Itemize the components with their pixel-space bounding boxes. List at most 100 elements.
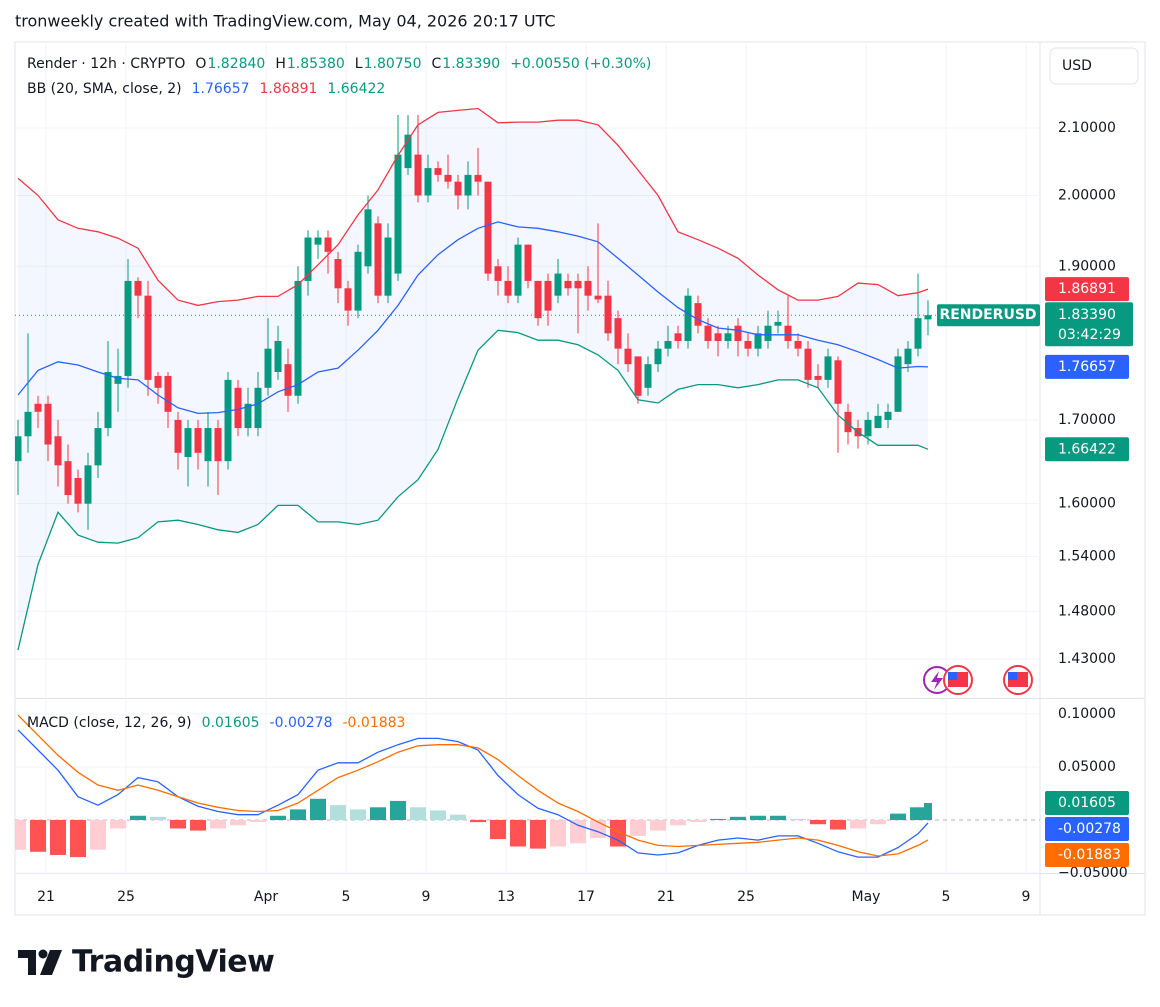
candle-body [444,174,452,182]
macd-label: -0.01883 [1058,847,1121,863]
y-tick-label: 1.70000 [1058,412,1116,428]
legend-value: 0.01605 [202,715,260,731]
histogram-bar [450,814,466,820]
histogram-bar [210,819,226,829]
bb-line [17,107,929,307]
candle-body [824,356,832,380]
histogram-bar [170,819,186,829]
legend-change: +0.00550 (+0.30%) [510,56,651,72]
grid [15,42,1040,874]
candle-body [514,244,522,296]
symbol-tag-box [937,304,1040,327]
candle-body [644,364,652,388]
legend-value: 1.76657 [192,81,250,97]
histogram-bar [750,815,766,820]
legend-value: 1.85380 [287,56,345,72]
candle-body [874,415,882,429]
histogram-bar [15,819,26,850]
candle-body [344,288,352,311]
candle-body [84,465,92,504]
candle-body [624,348,632,365]
macd-label: -0.00278 [1058,821,1121,837]
candle-body [224,379,232,462]
candle-body [94,428,102,466]
histogram-bar [410,807,426,820]
candle-body [574,280,582,289]
candle-body [154,375,162,388]
histogram-bar [290,809,306,820]
candle-body [15,436,22,462]
histogram-bar [350,809,366,820]
histogram-bar [190,819,206,831]
histogram-bar [430,810,446,820]
histogram-bar [230,819,246,826]
price-label-box [1045,354,1129,379]
legend-value: 1.86891 [260,81,318,97]
candle-body [384,237,392,296]
x-tick-label: Apr [254,889,278,905]
y-tick-label: 1.48000 [1058,603,1116,619]
candle-body [204,428,212,462]
histogram-bar [810,819,826,825]
candle-body [564,280,572,289]
candle-body [654,348,662,365]
currency-label[interactable]: USD [1062,58,1092,74]
candle-body [704,325,712,341]
histogram-bar [470,819,486,823]
y-tick-label: −0.05000 [1058,865,1128,881]
x-tick-label: 5 [942,889,951,905]
histogram-bar [90,819,106,850]
candle-body [834,360,842,404]
bb-line [17,221,929,415]
candle-body [184,428,192,457]
candle-body [364,209,372,267]
macd-line [17,714,929,857]
logo-slash [40,950,62,975]
histogram-bar [510,819,526,847]
x-tick-label: 9 [1022,889,1031,905]
candle-body [904,348,912,365]
candle-body [74,478,82,504]
y-tick-label: 2.10000 [1058,120,1116,136]
histogram-bar [910,807,926,820]
candle-body [454,181,462,196]
candle-body [554,273,562,296]
price-label: 1.76657 [1058,359,1116,375]
histogram-bar [650,819,666,831]
candle-body [914,318,922,349]
candle-body [304,237,312,281]
legend-key: H [275,56,286,72]
candle-body [814,375,822,380]
close-label: 1.83390 [1058,307,1116,323]
candle-body [694,303,702,326]
candle-body [464,174,472,196]
event-icons [923,665,1033,695]
legend-value: -0.00278 [270,715,333,731]
histogram-bar [790,818,806,820]
brand-logo [18,949,62,975]
x-tick-label: May [852,889,881,905]
candle-body [244,403,252,429]
histogram-bar [330,805,346,820]
x-tick-label: 17 [577,889,595,905]
candle-body [774,321,782,326]
candle-body [744,340,752,349]
candle-body [864,419,872,437]
legend-key: C [432,56,442,72]
histogram-bar [370,807,386,820]
candle-body [424,168,432,196]
candle-body [664,340,672,349]
logo-dot [38,949,48,959]
candle-body [894,356,902,412]
y-tick-label: 1.43000 [1058,651,1116,667]
currency-button[interactable] [1049,47,1139,85]
y-tick-label: 0.05000 [1058,759,1116,775]
candle-body [504,280,512,296]
histogram-bar [390,800,406,820]
candle-body [484,181,492,274]
candle-body [374,223,382,296]
candle-body [404,134,412,169]
symbol-tag: RENDERUSD [939,307,1036,323]
candle-body [724,333,732,341]
legend-value: 1.83390 [442,56,500,72]
